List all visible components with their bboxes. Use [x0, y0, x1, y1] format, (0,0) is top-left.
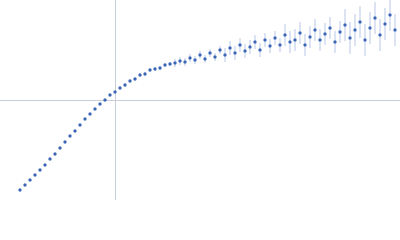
data-point [63, 140, 67, 144]
data-point [38, 168, 42, 172]
data-point [198, 53, 202, 57]
data-point [303, 43, 307, 47]
data-point [188, 56, 192, 60]
data-point [123, 83, 127, 87]
data-point [228, 46, 232, 50]
data-point [98, 102, 102, 106]
data-point [348, 36, 352, 40]
data-point [353, 28, 357, 32]
data-point [268, 44, 272, 48]
data-point [88, 112, 92, 116]
data-point [148, 68, 152, 72]
data-point [293, 38, 297, 42]
data-point [178, 59, 182, 63]
data-point [23, 183, 27, 187]
data-point [378, 33, 382, 37]
data-point [173, 61, 177, 65]
data-point [128, 79, 132, 83]
data-point [133, 77, 137, 81]
data-point [68, 134, 72, 138]
data-point [53, 152, 57, 156]
data-point [248, 45, 252, 49]
data-point [388, 13, 392, 17]
data-point [78, 123, 82, 127]
data-point [343, 23, 347, 27]
data-point [313, 28, 317, 32]
data-point [28, 178, 32, 182]
data-point [283, 33, 287, 37]
data-point [218, 48, 222, 52]
data-point [113, 90, 117, 94]
data-point [103, 98, 107, 102]
data-point [138, 73, 142, 77]
data-point [368, 26, 372, 30]
data-point [233, 51, 237, 55]
data-point [393, 28, 397, 32]
data-point [263, 38, 267, 42]
data-point [193, 58, 197, 62]
data-point [163, 63, 167, 67]
data-point [278, 43, 282, 47]
data-point [168, 62, 172, 66]
data-point [153, 67, 157, 71]
data-point [48, 157, 52, 161]
data-point [18, 188, 22, 192]
data-point [158, 66, 162, 70]
data-point [373, 16, 377, 20]
data-point [223, 53, 227, 57]
data-point [208, 51, 212, 55]
chart [0, 0, 400, 200]
data-point [358, 20, 362, 24]
data-point [308, 35, 312, 39]
data-point [43, 163, 47, 167]
data-point [143, 72, 147, 76]
data-point [318, 38, 322, 42]
data-point [33, 173, 37, 177]
data-point [383, 22, 387, 26]
data-point [83, 117, 87, 121]
data-point [298, 31, 302, 35]
data-point [258, 48, 262, 52]
data-point [203, 57, 207, 61]
data-point [118, 86, 122, 90]
data-point [108, 93, 112, 97]
data-point [238, 43, 242, 47]
data-point [93, 107, 97, 111]
data-point [213, 55, 217, 59]
data-point [328, 26, 332, 30]
data-point [58, 146, 62, 150]
data-point [323, 32, 327, 36]
data-point [288, 40, 292, 44]
data-point [243, 49, 247, 53]
data-point [338, 30, 342, 34]
data-point [253, 40, 257, 44]
data-point [363, 38, 367, 42]
data-point [73, 129, 77, 133]
data-point [273, 36, 277, 40]
data-point [183, 60, 187, 64]
data-point [333, 40, 337, 44]
